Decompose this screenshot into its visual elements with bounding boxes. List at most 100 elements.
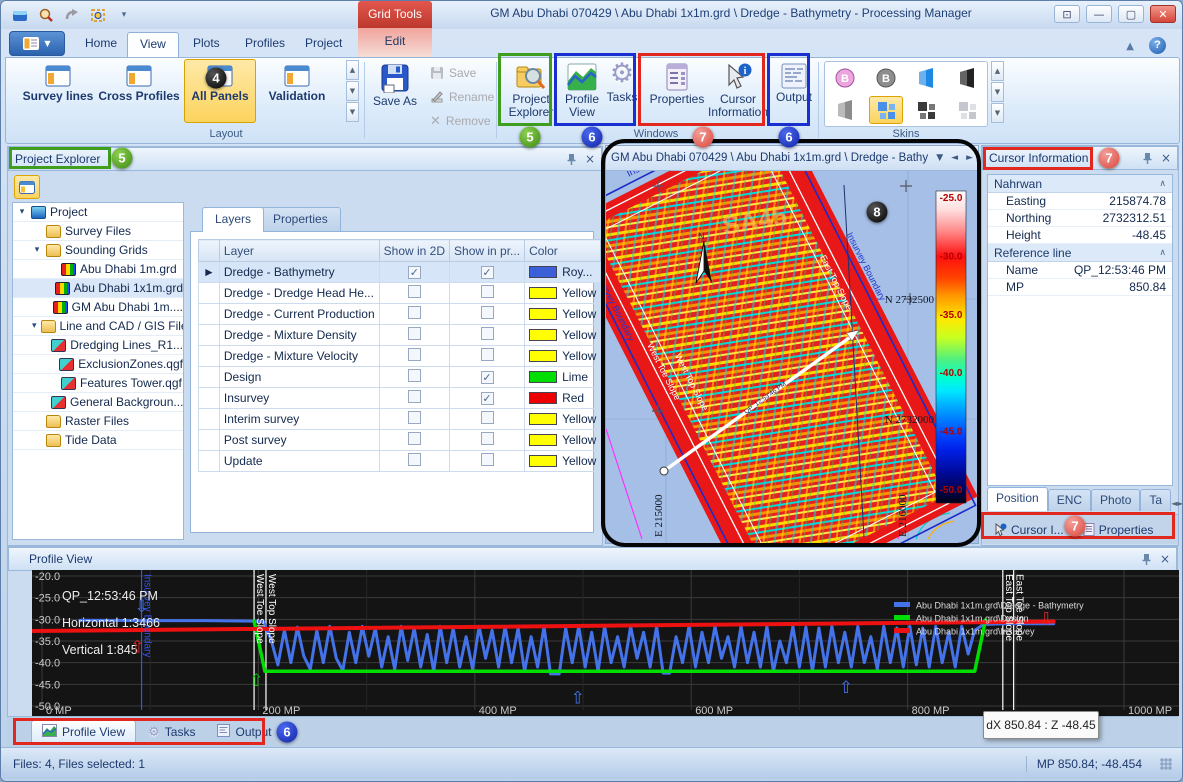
color-swatch[interactable]: [529, 308, 558, 320]
properties-button[interactable]: Properties: [649, 59, 705, 106]
tab-enc[interactable]: ENC: [1047, 489, 1092, 511]
skin-office-blue[interactable]: [909, 64, 943, 92]
search-icon[interactable]: [37, 7, 55, 23]
panel-toggle-button[interactable]: [14, 175, 40, 199]
rename-button[interactable]: Rename: [430, 88, 494, 106]
survey-lines-button[interactable]: Survey lines: [20, 60, 96, 103]
tab-position[interactable]: Position: [987, 487, 1048, 511]
tab-home[interactable]: Home: [85, 36, 118, 50]
tree-item[interactable]: ▾ Sounding Grids: [13, 241, 183, 260]
layer-row[interactable]: Dredge - Mixture Density Yellow: [198, 324, 602, 346]
color-swatch[interactable]: [529, 413, 558, 425]
chevron-down-icon[interactable]: ▼: [936, 153, 944, 163]
show-2d-checkbox[interactable]: [407, 327, 421, 340]
tab-ta[interactable]: Ta: [1140, 489, 1172, 511]
color-swatch[interactable]: [529, 266, 558, 278]
show-2d-checkbox[interactable]: [407, 285, 421, 298]
tree-item[interactable]: General Backgroun...: [13, 393, 183, 412]
show-2d-checkbox[interactable]: [407, 369, 421, 382]
color-swatch[interactable]: [529, 434, 558, 446]
show-2d-checkbox[interactable]: [407, 306, 421, 319]
show-2d-checkbox[interactable]: ✓: [407, 266, 421, 279]
show-profile-checkbox[interactable]: [480, 306, 494, 319]
column-header[interactable]: Color: [524, 239, 602, 262]
minimize-button[interactable]: —: [1086, 5, 1112, 23]
scroll-right-icon[interactable]: ►: [966, 153, 973, 163]
layer-row[interactable]: Update Yellow: [198, 450, 602, 472]
tab-properties-bottom[interactable]: Properties: [1078, 521, 1159, 539]
cross-profiles-button[interactable]: Cross Profiles: [98, 60, 180, 103]
layer-row[interactable]: Design ✓ Lime: [198, 366, 602, 388]
show-profile-checkbox[interactable]: ✓: [480, 266, 494, 279]
color-swatch[interactable]: [529, 392, 558, 404]
tree-item[interactable]: GM Abu Dhabi 1m....: [13, 298, 183, 317]
skin-pink[interactable]: B: [828, 64, 862, 92]
color-swatch[interactable]: [529, 455, 558, 467]
layer-row[interactable]: Post survey Yellow: [198, 429, 602, 451]
close-icon[interactable]: ×: [1160, 151, 1171, 165]
scroll-right-icon[interactable]: ►: [1177, 498, 1183, 508]
tab-layers[interactable]: Layers: [202, 207, 265, 232]
project-icon[interactable]: [11, 7, 29, 23]
layer-row[interactable]: Dredge - Mixture Velocity Yellow: [198, 345, 602, 367]
column-header[interactable]: Show in pr...: [449, 239, 526, 262]
layer-row[interactable]: ► Dredge - Bathymetry ✓ ✓ Roy...: [198, 261, 602, 283]
output-button[interactable]: Output: [775, 59, 813, 104]
application-menu-button[interactable]: ▼: [9, 31, 65, 56]
cursor-information-button[interactable]: i Cursor Information: [707, 59, 769, 119]
show-2d-checkbox[interactable]: [407, 390, 421, 403]
show-profile-checkbox[interactable]: ✓: [480, 371, 494, 384]
tree-item[interactable]: ▾ Line and CAD / GIS Files: [13, 317, 183, 336]
skins-scroll-buttons[interactable]: ▲ ▼ ▼: [991, 61, 1004, 123]
pin-icon[interactable]: [1142, 152, 1153, 164]
tree-item[interactable]: Features Tower.qgf: [13, 374, 183, 393]
save-as-button[interactable]: Save As: [368, 59, 422, 108]
close-button[interactable]: ✕: [1150, 5, 1176, 23]
maximize-button[interactable]: ▢: [1118, 5, 1144, 23]
pin-icon[interactable]: [1141, 553, 1152, 565]
profile-chart[interactable]: Insurvey Boundary West Toe Slope West Top …: [32, 570, 1179, 716]
ribbon-collapse-icon[interactable]: ▲: [1126, 41, 1134, 52]
map-tab-bar[interactable]: GM Abu Dhabi 070429 \ Abu Dhabi 1x1m.grd…: [606, 146, 978, 171]
skin-office-black[interactable]: [950, 64, 984, 92]
show-2d-checkbox[interactable]: [407, 432, 421, 445]
color-swatch[interactable]: [529, 287, 558, 299]
remove-button[interactable]: ✕ Remove: [430, 113, 491, 129]
tree-item[interactable]: ▾ Project: [13, 203, 183, 222]
tree-item[interactable]: Raster Files: [13, 412, 183, 431]
skin-office-gray[interactable]: [828, 96, 862, 124]
color-swatch[interactable]: [529, 329, 558, 341]
skin-gray[interactable]: B: [869, 64, 903, 92]
save-button[interactable]: Save: [430, 64, 476, 82]
selection-box-icon[interactable]: [89, 7, 107, 23]
tab-view[interactable]: View: [127, 32, 179, 57]
profile-view-button[interactable]: Profile View: [562, 59, 602, 119]
fullscreen-button[interactable]: ⊡: [1054, 5, 1080, 23]
show-profile-checkbox[interactable]: [480, 432, 494, 445]
show-profile-checkbox[interactable]: [480, 453, 494, 466]
layer-row[interactable]: Insurvey ✓ Red: [198, 387, 602, 409]
scroll-left-icon[interactable]: ◄: [1171, 498, 1178, 508]
layer-row[interactable]: Interim survey Yellow: [198, 408, 602, 430]
show-profile-checkbox[interactable]: [480, 348, 494, 361]
skin-squares-dark[interactable]: [909, 96, 943, 124]
help-button[interactable]: ?: [1149, 37, 1166, 54]
tree-item[interactable]: Survey Files: [13, 222, 183, 241]
layer-row[interactable]: Dredge - Current Production Yellow: [198, 303, 602, 325]
close-icon[interactable]: ×: [584, 152, 595, 166]
redo-icon[interactable]: [63, 7, 81, 23]
tab-cursor-information[interactable]: Cursor I...: [988, 521, 1069, 539]
tree-item[interactable]: Tide Data: [13, 431, 183, 450]
show-2d-checkbox[interactable]: [407, 453, 421, 466]
tab-edit[interactable]: Edit: [358, 28, 432, 57]
resize-grip[interactable]: [1160, 757, 1172, 770]
skin-squares-blue[interactable]: [868, 96, 903, 124]
tab-profile-view[interactable]: Profile View: [31, 720, 137, 744]
show-profile-checkbox[interactable]: [480, 285, 494, 298]
pin-icon[interactable]: [566, 153, 577, 165]
tree-item[interactable]: Dredging Lines_R1...: [13, 336, 183, 355]
map-canvas[interactable]: West Toe Slope West Top Slope East Top S…: [559, 108, 978, 615]
layout-scroll-buttons[interactable]: ▲ ▼ ▼: [346, 60, 359, 122]
skin-squares-light[interactable]: [950, 96, 984, 124]
tab-photo[interactable]: Photo: [1091, 489, 1141, 511]
